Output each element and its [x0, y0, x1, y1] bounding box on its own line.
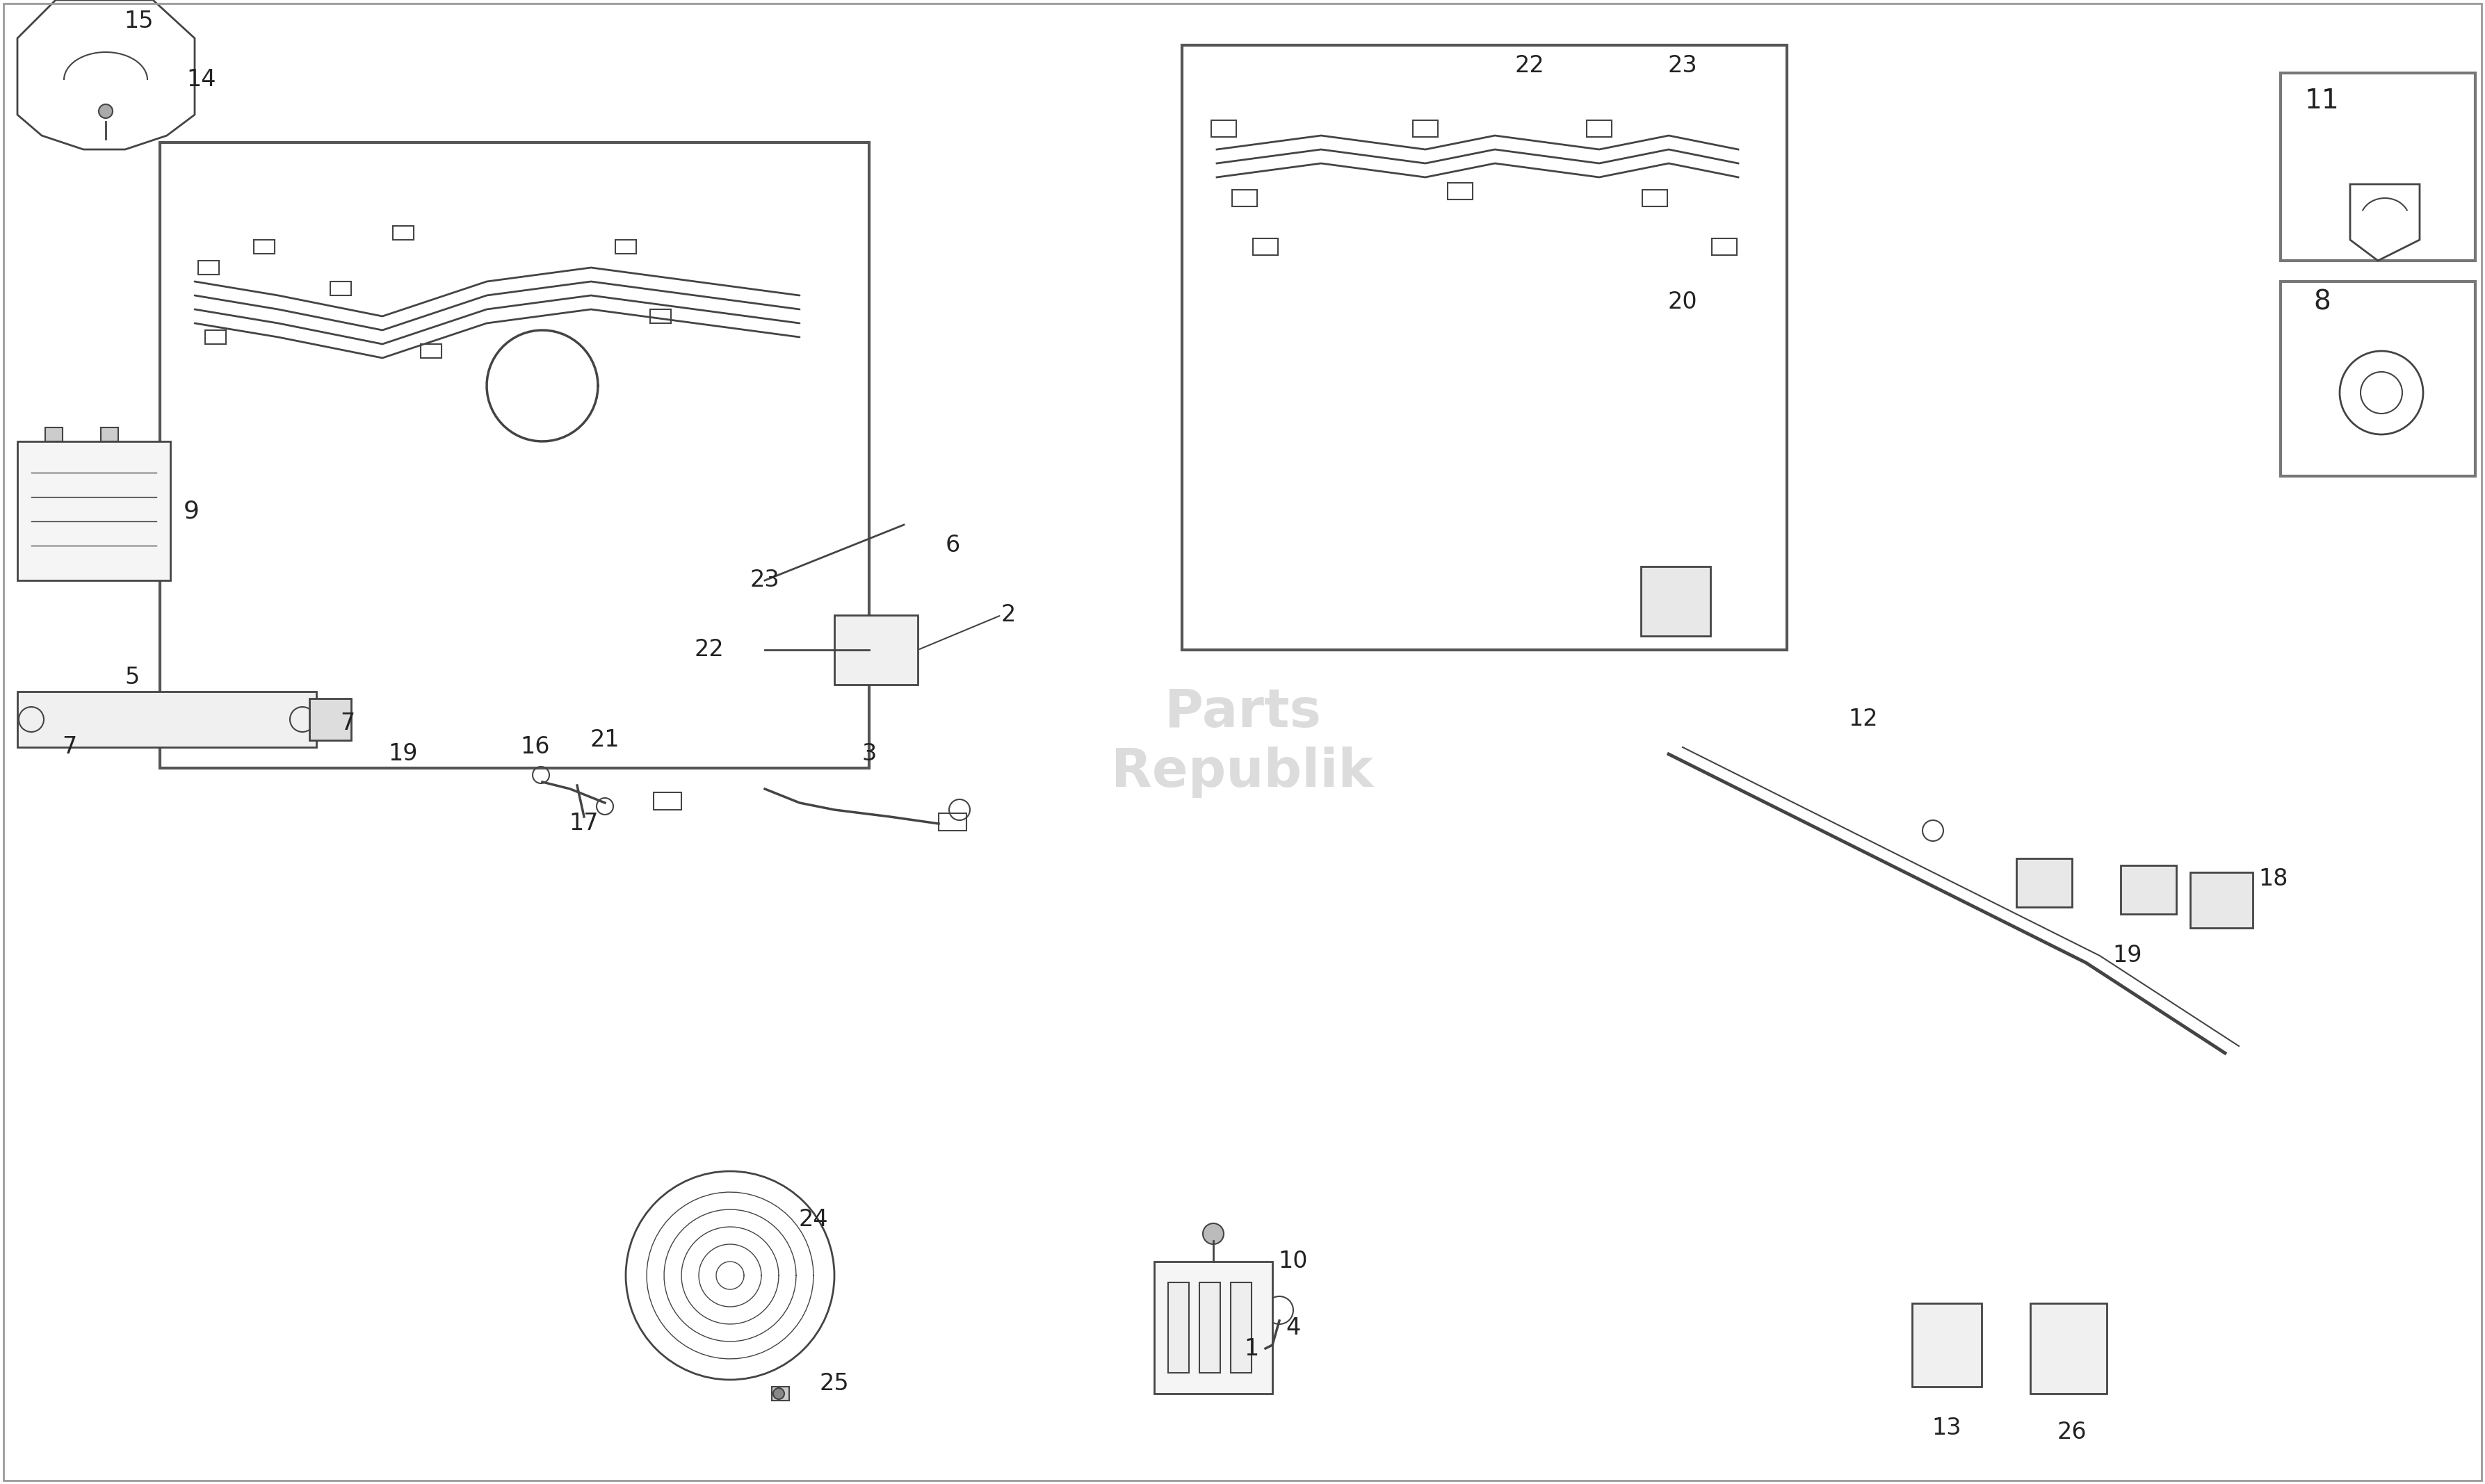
- Bar: [1588, 120, 1613, 137]
- Text: 23: 23: [1667, 55, 1697, 77]
- Bar: [1233, 190, 1257, 206]
- Bar: [651, 309, 671, 324]
- Bar: [1252, 239, 1277, 255]
- Bar: [199, 261, 219, 275]
- Text: 20: 20: [1667, 291, 1697, 313]
- Text: 18: 18: [2259, 868, 2289, 890]
- Bar: [2281, 73, 2475, 261]
- Circle shape: [1203, 1223, 1223, 1244]
- Bar: [939, 813, 967, 831]
- Bar: [1153, 1261, 1272, 1393]
- Bar: [1210, 120, 1235, 137]
- Text: 16: 16: [519, 736, 549, 758]
- Bar: [420, 344, 442, 358]
- Bar: [654, 792, 681, 810]
- Text: 24: 24: [798, 1208, 828, 1232]
- Bar: [331, 282, 350, 295]
- Text: 17: 17: [569, 812, 599, 835]
- Bar: [17, 441, 171, 580]
- Text: 15: 15: [124, 9, 154, 33]
- Bar: [773, 1386, 790, 1401]
- Text: 26: 26: [2058, 1420, 2087, 1444]
- Bar: [1449, 183, 1474, 199]
- Bar: [2015, 858, 2072, 907]
- Text: 4: 4: [1285, 1316, 1300, 1339]
- Text: 7: 7: [62, 736, 77, 758]
- Bar: [1640, 567, 1710, 637]
- Bar: [1168, 1282, 1188, 1373]
- Bar: [835, 616, 917, 684]
- Circle shape: [773, 1388, 785, 1399]
- Text: 6: 6: [944, 534, 959, 556]
- Text: 12: 12: [1849, 708, 1879, 732]
- Bar: [1911, 1303, 1981, 1386]
- Text: 14: 14: [186, 68, 216, 92]
- Bar: [2189, 873, 2254, 928]
- Text: 1: 1: [1245, 1337, 1260, 1359]
- Bar: [17, 692, 316, 748]
- Text: 11: 11: [2306, 88, 2338, 114]
- Text: 5: 5: [124, 666, 139, 689]
- Bar: [206, 329, 226, 344]
- Text: 8: 8: [2314, 289, 2331, 316]
- Text: 25: 25: [820, 1371, 850, 1395]
- Bar: [1414, 120, 1439, 137]
- Bar: [1200, 1282, 1220, 1373]
- Text: 19: 19: [388, 742, 417, 766]
- Bar: [159, 142, 870, 769]
- Bar: [102, 427, 119, 441]
- Bar: [311, 699, 350, 741]
- Bar: [2281, 282, 2475, 476]
- Bar: [2030, 1303, 2107, 1393]
- Text: 23: 23: [750, 568, 780, 592]
- Text: 21: 21: [589, 729, 619, 752]
- Circle shape: [99, 104, 112, 119]
- Text: 19: 19: [2112, 944, 2142, 968]
- Text: 22: 22: [1516, 55, 1546, 77]
- Text: 7: 7: [340, 711, 355, 735]
- Bar: [616, 240, 636, 254]
- Bar: [45, 427, 62, 441]
- Bar: [1712, 239, 1737, 255]
- Text: 10: 10: [1277, 1250, 1307, 1273]
- Bar: [2120, 865, 2177, 914]
- Bar: [393, 226, 413, 240]
- Text: 9: 9: [184, 499, 199, 522]
- Text: Parts
Republik: Parts Republik: [1111, 687, 1374, 798]
- Text: 13: 13: [1931, 1417, 1961, 1439]
- Text: 2: 2: [1001, 604, 1016, 626]
- Bar: [1230, 1282, 1252, 1373]
- Bar: [1643, 190, 1667, 206]
- Bar: [253, 240, 276, 254]
- Text: 3: 3: [862, 742, 877, 766]
- Text: 22: 22: [693, 638, 723, 662]
- Bar: [1183, 45, 1787, 650]
